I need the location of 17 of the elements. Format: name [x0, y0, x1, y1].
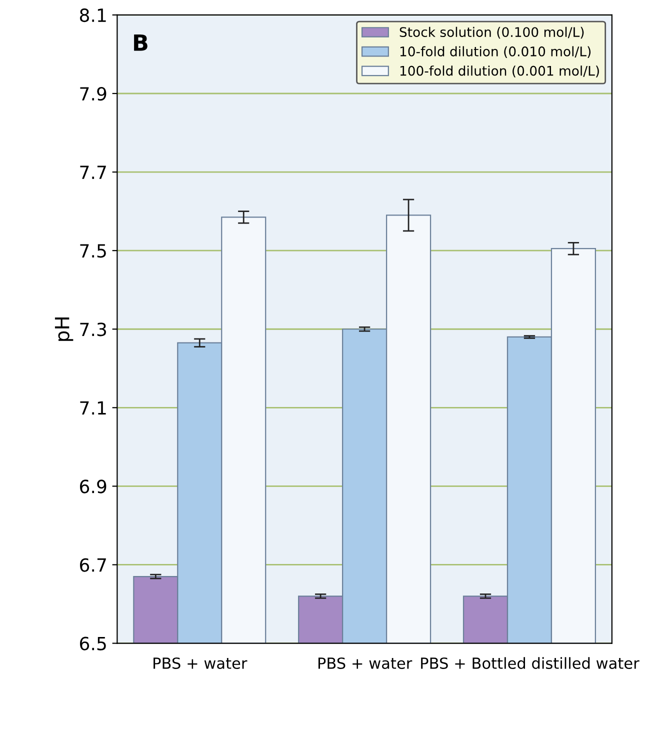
- y-tick-label: 6.5: [80, 636, 106, 650]
- y-axis-title: pH: [54, 318, 74, 341]
- y-tick-label: 6.9: [80, 480, 106, 494]
- x-tick-label: PBS + water: [318, 657, 412, 669]
- legend-label: 10-fold dilution (0.010 mol/L): [400, 46, 591, 58]
- y-tick-label: 8.1: [80, 8, 106, 22]
- y-tick-label: 7.7: [80, 166, 106, 179]
- y-tick-label: 7.3: [80, 322, 106, 336]
- x-tick-label: PBS + water: [154, 657, 248, 669]
- y-tick-label: 6.7: [80, 558, 106, 572]
- annotation: B: [134, 34, 148, 51]
- legend-label: Stock solution (0.100 mol/L): [400, 26, 584, 39]
- x-tick-label: PBS + Bottled distilled water: [421, 657, 640, 669]
- y-tick-label: 7.5: [80, 244, 106, 258]
- y-tick-label: 7.1: [80, 401, 106, 415]
- y-tick-label: 7.9: [80, 86, 106, 101]
- legend-label: 100-fold dilution (0.001 mol/L): [400, 66, 599, 78]
